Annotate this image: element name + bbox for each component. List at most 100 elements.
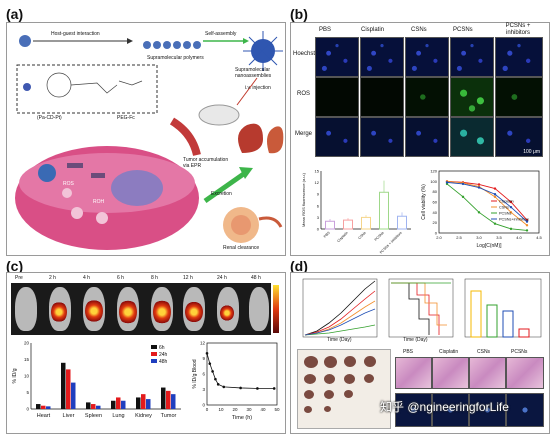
micrograph-merge-csns	[405, 117, 449, 157]
histology-he	[506, 357, 544, 389]
biodistribution-bar-chart: 0 5 10 15 20 Heart Liver Spleen Lung Kidney Tumor 6…	[12, 341, 181, 419]
y-tick-label: 60	[433, 200, 438, 205]
data-point	[509, 211, 513, 214]
y-tick-label: 3	[317, 215, 320, 220]
x-tick-label: 30	[246, 407, 252, 412]
nanoassemblies-label: Supramolecular nanoassemblies	[235, 67, 272, 79]
timepoint-label: 12 h	[183, 275, 193, 281]
y-axis-label: % ID/g Blood	[192, 359, 198, 388]
bar	[379, 191, 389, 230]
y-tick-label: 20	[433, 220, 438, 225]
y-axis-label: % ID/g	[12, 368, 18, 383]
bar	[136, 397, 141, 409]
x-tick-label: 40	[260, 407, 266, 412]
ros-label: ROS	[63, 181, 74, 187]
bar	[116, 397, 121, 409]
panel-d: Time (Day) Time (Day) PBS Cisplatin CSNs…	[290, 272, 550, 434]
x-tick-label: 4.5	[536, 235, 542, 240]
y-tick-label: 0	[317, 227, 320, 232]
x-tick-label: 4.0	[516, 235, 522, 240]
legend-label: CSNs	[499, 206, 509, 210]
mouse-image	[249, 287, 269, 331]
x-tick-label: 50	[274, 407, 280, 412]
bar	[361, 216, 371, 230]
data-point	[493, 222, 497, 225]
panel-label-d: (d)	[290, 258, 308, 274]
col-header-pcsns: PCSNs	[453, 27, 473, 33]
y-tick-label: 100	[430, 179, 437, 184]
blood-clearance-chart: 0 3 6 9 12 0 10 20 30 40 50 Time (h) % ID/g Blood	[192, 341, 280, 422]
data-point	[477, 211, 481, 214]
micrograph-ros-pcsns	[450, 77, 494, 117]
bar	[61, 362, 66, 409]
y-tick-label: 3	[202, 387, 205, 392]
schematic-drawing	[15, 31, 284, 250]
series-line	[446, 180, 528, 221]
x-tick-label: Kidney	[135, 413, 152, 419]
legend-label: PCSNs+inhibitors	[499, 218, 529, 222]
x-tick-label: Liver	[63, 413, 75, 419]
survival-chart	[388, 278, 454, 338]
data-point	[272, 387, 276, 390]
timepoint-label: 24 h	[217, 275, 227, 281]
timepoint-row: Pre 2 h 4 h 6 h 8 h 12 h 24 h 48 h	[11, 275, 279, 283]
y-axis-label: Cell viability (%)	[421, 184, 427, 220]
row-label-hoechst: Hoechst	[293, 51, 316, 57]
x-tick-label: 10	[218, 407, 224, 412]
data-point	[214, 377, 217, 381]
y-axis-label: Mean ROS fluorescence (a.u.)	[301, 172, 306, 227]
data-point	[509, 200, 513, 204]
histo-col-csns: CSNs	[477, 349, 491, 355]
row-label-merge: Merge	[295, 131, 313, 137]
data-point	[216, 383, 220, 386]
x-tick-label: Heart	[37, 413, 51, 419]
timepoint-label: 48 h	[251, 275, 261, 281]
tumor-growth-chart	[302, 278, 378, 338]
micrograph-ros-csns	[405, 77, 449, 117]
row-label-ros: ROS	[297, 91, 311, 97]
histology-fluorescence	[506, 393, 544, 427]
data-point	[222, 385, 226, 389]
viability-line-chart: 0 20 40 60 80 100 120 2.0 2.5 3.0 3.5 4.0 4.5 Cisplat…	[421, 169, 543, 250]
self-assembly-label: Self-assembly	[205, 31, 237, 37]
y-tick-label: 40	[433, 210, 438, 215]
bar	[86, 402, 91, 409]
data-point	[208, 362, 212, 365]
micrograph-merge-cisplatin	[360, 117, 404, 157]
x-tick-label: Lung	[112, 413, 124, 419]
bar	[141, 394, 146, 409]
x-tick-label: CSNs	[357, 231, 366, 240]
legend-label: 6h	[159, 345, 165, 351]
compound1-label: (Pa-CD-Pt)	[37, 115, 62, 121]
y-tick-label: 0	[435, 231, 438, 236]
micrograph-merge-inhibitors: 100 μm	[495, 117, 543, 157]
bar	[325, 220, 335, 230]
series-line	[446, 181, 528, 222]
x-tick-label: 2.5	[456, 235, 462, 240]
compound2-label: PEG-Fc	[117, 115, 135, 121]
timepoint-label: Pre	[15, 275, 23, 281]
bar	[166, 390, 171, 409]
x-tick-label: 0	[206, 407, 209, 412]
histo-col-cisplatin: Cisplatin	[439, 349, 459, 355]
data-point	[525, 220, 529, 223]
legend-label: Cisplatin	[499, 200, 514, 204]
iv-injection-label: i.v. injection	[245, 85, 271, 91]
bar	[121, 400, 126, 409]
x-tick-label: Tumor	[161, 413, 177, 419]
data-point	[211, 370, 214, 373]
legend-label: PCSNs	[499, 212, 512, 216]
series-line	[206, 353, 275, 389]
mouse-illustration	[198, 104, 240, 126]
panel-c: Pre 2 h 4 h 6 h 8 h 12 h 24 h 48 h 0 5 10 1…	[6, 272, 286, 434]
bar	[91, 404, 96, 409]
nanoassembly-icon	[243, 31, 283, 71]
timepoint-label: 2 h	[49, 275, 56, 281]
timepoint-label: 8 h	[151, 275, 158, 281]
x-tick-label: PBS	[323, 230, 331, 238]
legend-label: 48h	[159, 359, 168, 365]
panel-a-schematic: Host-guest interaction Supramolecular po…	[6, 22, 286, 256]
data-point	[509, 205, 513, 209]
y-tick-label: 15	[24, 357, 30, 362]
